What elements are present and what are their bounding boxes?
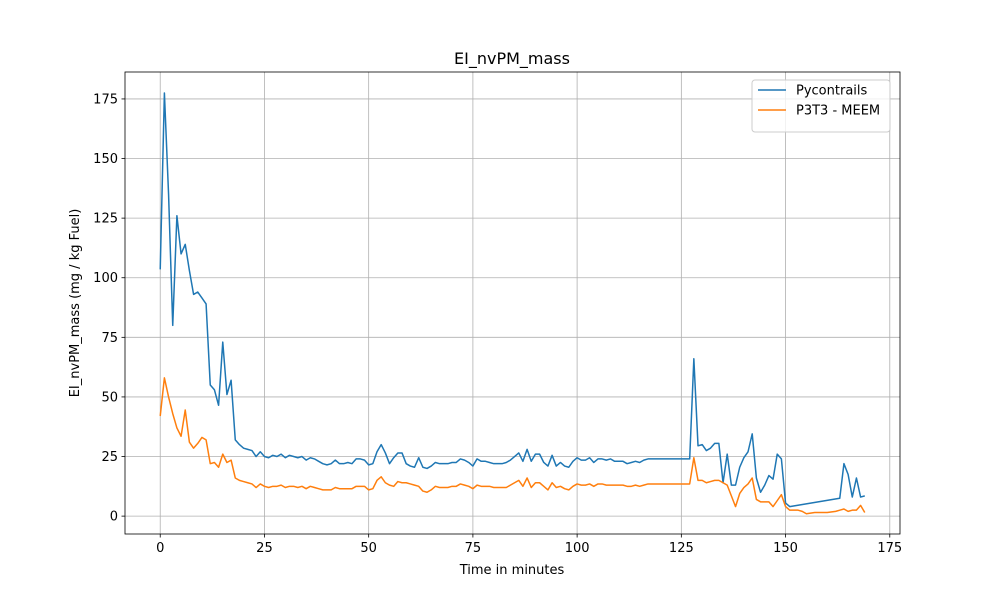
y-tick-label: 75 xyxy=(101,331,118,346)
x-tick-label: 0 xyxy=(156,541,164,556)
y-tick-label: 150 xyxy=(93,152,118,167)
x-tick-label: 100 xyxy=(565,541,590,556)
legend-box xyxy=(751,79,891,133)
ticks: 0 25 50 75 100 125 150 175 0 25 50 75 100 125 150 175 xyxy=(93,92,902,556)
axes-frame xyxy=(124,71,901,535)
legend-label: Pycontrails xyxy=(796,84,868,99)
y-tick-label: 0 xyxy=(110,510,118,525)
x-tick-label: 75 xyxy=(465,541,482,556)
x-tick-label: 125 xyxy=(669,541,694,556)
plot-lines xyxy=(159,92,866,515)
x-axis-label: Time in minutes xyxy=(459,563,565,578)
y-tick-label: 125 xyxy=(93,212,118,227)
y-tick-label: 50 xyxy=(101,390,118,405)
y-axis-label: EI_nvPM_mass (mg / kg Fuel) xyxy=(68,209,83,398)
y-tick-label: 175 xyxy=(93,92,118,107)
y-tick-label: 25 xyxy=(101,450,118,465)
x-tick-label: 50 xyxy=(360,541,377,556)
chart-title: EI_nvPM_mass xyxy=(454,49,570,69)
grid xyxy=(125,72,900,534)
y-tick-label: 100 xyxy=(93,271,118,286)
x-tick-label: 25 xyxy=(256,541,273,556)
data-line xyxy=(159,377,866,515)
x-tick-label: 175 xyxy=(877,541,902,556)
legend-label: P3T3 - MEEM xyxy=(796,104,880,119)
data-line xyxy=(159,92,865,508)
x-tick-label: 150 xyxy=(773,541,798,556)
legend: Pycontrails P3T3 - MEEM xyxy=(751,79,891,133)
